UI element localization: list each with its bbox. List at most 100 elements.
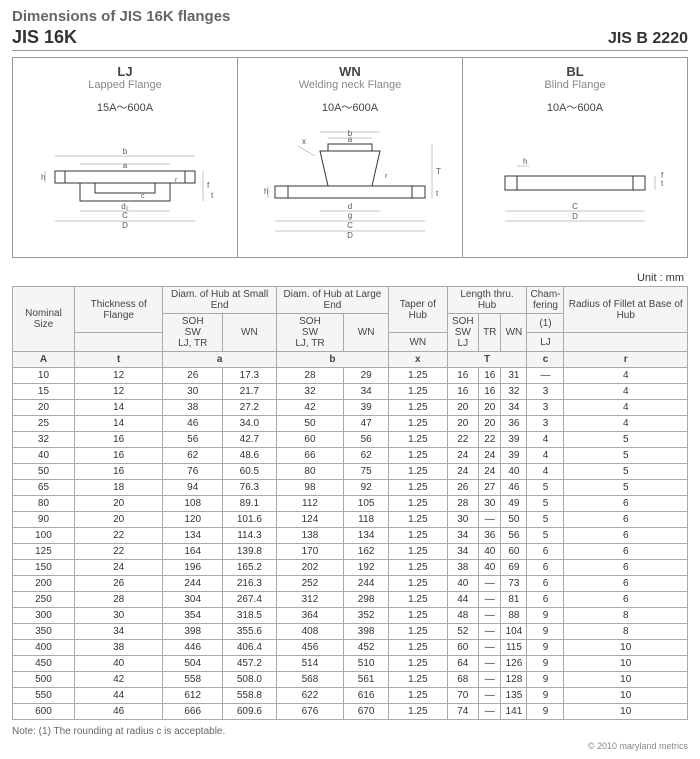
footnote: Note: (1) The rounding at radius c is ac…: [12, 726, 688, 737]
table-cell: 64: [447, 656, 479, 672]
table-cell: 406.4: [223, 640, 277, 656]
table-cell: 118: [344, 512, 389, 528]
table-cell: 139.8: [223, 544, 277, 560]
table-cell: 9: [527, 640, 564, 656]
table-cell: 5: [564, 480, 688, 496]
table-cell: 16: [447, 384, 479, 400]
table-cell: 30: [74, 608, 163, 624]
table-cell: 510: [344, 656, 389, 672]
diagram-figure-lj: b a d₂ C D h f t c r: [19, 121, 231, 251]
table-cell: 4: [564, 416, 688, 432]
table-cell: 73: [501, 576, 527, 592]
table-cell: 88: [501, 608, 527, 624]
svg-text:h: h: [523, 157, 527, 166]
table-cell: 18: [74, 480, 163, 496]
col-header: SOH SW LJ, TR: [276, 314, 343, 352]
table-cell: 81: [501, 592, 527, 608]
table-cell: 446: [163, 640, 223, 656]
table-row: 45040504457.25145101.2564—126910: [13, 656, 688, 672]
table-cell: 4: [564, 368, 688, 384]
table-cell: 150: [13, 560, 75, 576]
table-cell: 504: [163, 656, 223, 672]
table-cell: 24: [447, 464, 479, 480]
table-cell: 6: [564, 512, 688, 528]
table-cell: 1.25: [389, 400, 447, 416]
table-cell: 16: [479, 384, 501, 400]
table-cell: 22: [74, 544, 163, 560]
table-cell: 39: [501, 432, 527, 448]
table-cell: 6: [564, 544, 688, 560]
diagram-figure-bl: h C D t f: [469, 121, 681, 251]
table-cell: 10: [564, 688, 688, 704]
diagram-panel-lj: LJ Lapped Flange 15A～600A: [13, 58, 238, 257]
table-cell: 38: [74, 640, 163, 656]
table-cell: 141: [501, 704, 527, 720]
table-cell: —: [479, 576, 501, 592]
table-cell: 616: [344, 688, 389, 704]
table-cell: 500: [13, 672, 75, 688]
table-row: 65189476.398921.2526274655: [13, 480, 688, 496]
table-cell: 134: [163, 528, 223, 544]
table-cell: 398: [344, 624, 389, 640]
table-cell: 3: [527, 416, 564, 432]
col-header: WN: [389, 333, 447, 352]
table-row: 15123021.732341.2516163234: [13, 384, 688, 400]
col-header: Diam. of Hub at Small End: [163, 287, 276, 314]
table-cell: 56: [163, 432, 223, 448]
table-cell: 5: [564, 432, 688, 448]
table-cell: 3: [527, 384, 564, 400]
table-cell: 355.6: [223, 624, 277, 640]
col-header: WN: [223, 314, 277, 352]
col-letter: T: [447, 352, 527, 368]
table-cell: 5: [564, 448, 688, 464]
table-cell: 16: [74, 464, 163, 480]
table-cell: 34: [74, 624, 163, 640]
table-cell: 352: [344, 608, 389, 624]
svg-text:d₂: d₂: [121, 202, 129, 211]
table-cell: 200: [13, 576, 75, 592]
svg-text:C: C: [572, 202, 578, 211]
table-cell: 4: [527, 448, 564, 464]
table-cell: 612: [163, 688, 223, 704]
table-cell: 26: [447, 480, 479, 496]
table-cell: 202: [276, 560, 343, 576]
table-row: 40038446406.44564521.2560—115910: [13, 640, 688, 656]
table-cell: 20: [447, 400, 479, 416]
svg-text:b: b: [123, 147, 128, 156]
col-header: Diam. of Hub at Large End: [276, 287, 388, 314]
table-cell: 46: [74, 704, 163, 720]
table-cell: 65: [13, 480, 75, 496]
table-cell: 1.25: [389, 480, 447, 496]
table-cell: —: [479, 512, 501, 528]
standard-code: JIS B 2220: [608, 30, 688, 48]
table-cell: 20: [447, 416, 479, 432]
table-cell: 9: [527, 704, 564, 720]
table-cell: 120: [163, 512, 223, 528]
table-cell: 69: [501, 560, 527, 576]
table-row: 60046666609.66766701.2574—141910: [13, 704, 688, 720]
table-row: 802010889.11121051.2528304956: [13, 496, 688, 512]
col-letter: t: [74, 352, 163, 368]
table-cell: 6: [564, 496, 688, 512]
table-cell: 318.5: [223, 608, 277, 624]
table-row: 9020120101.61241181.2530—5056: [13, 512, 688, 528]
table-cell: 1.25: [389, 432, 447, 448]
table-cell: —: [479, 608, 501, 624]
table-cell: 5: [527, 512, 564, 528]
table-cell: 40: [479, 544, 501, 560]
table-row: 40166248.666621.2524243945: [13, 448, 688, 464]
col-header: WN: [501, 314, 527, 352]
table-cell: 6: [527, 544, 564, 560]
table-cell: 75: [344, 464, 389, 480]
table-cell: 16: [479, 368, 501, 384]
table-cell: 48.6: [223, 448, 277, 464]
dimensions-table: Nominal SizeThickness of FlangeDiam. of …: [12, 286, 688, 720]
table-cell: 34: [344, 384, 389, 400]
table-cell: 38: [447, 560, 479, 576]
col-header: Length thru. Hub: [447, 287, 527, 314]
table-cell: 9: [527, 608, 564, 624]
table-cell: 104: [501, 624, 527, 640]
svg-text:a: a: [123, 161, 128, 170]
table-cell: 196: [163, 560, 223, 576]
table-cell: 80: [13, 496, 75, 512]
